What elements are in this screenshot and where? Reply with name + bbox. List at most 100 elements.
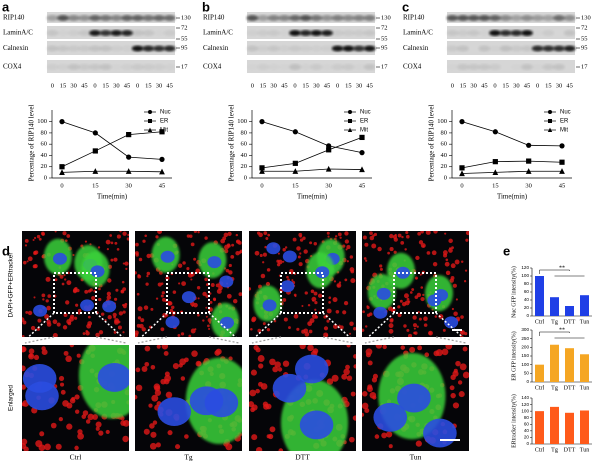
y-tick-label: 100 — [37, 118, 47, 125]
er-signal — [144, 234, 147, 238]
micrograph — [362, 231, 469, 337]
er-signal — [346, 260, 349, 263]
series-line — [61, 170, 163, 173]
er-signal — [425, 231, 431, 235]
marker — [559, 168, 565, 174]
lane-label: 15 — [102, 82, 109, 89]
er-signal — [335, 310, 340, 314]
band — [299, 30, 312, 36]
er-signal — [105, 429, 110, 435]
nucleus — [102, 300, 117, 313]
blot-row-label: RIP140 — [203, 14, 225, 22]
er-signal — [339, 236, 342, 239]
er-signal — [464, 332, 468, 336]
er-signal — [404, 248, 407, 251]
band — [131, 64, 144, 70]
er-signal — [263, 403, 270, 410]
er-signal — [66, 423, 73, 430]
band — [353, 64, 365, 70]
er-signal — [149, 423, 155, 429]
band — [121, 64, 133, 70]
band — [131, 15, 144, 21]
er-signal — [59, 382, 65, 387]
er-signal — [282, 248, 286, 252]
band — [246, 15, 259, 21]
er-signal — [372, 373, 378, 379]
er-signal — [190, 278, 193, 281]
er-signal — [413, 327, 416, 330]
er-signal — [452, 283, 457, 288]
er-signal — [257, 355, 265, 362]
column-label: DTT — [295, 453, 310, 462]
lane-label: 30 — [356, 82, 363, 89]
marker — [359, 134, 365, 141]
zoom-box — [166, 272, 210, 314]
y-tick-label: 150 — [521, 353, 529, 358]
er-signal — [451, 307, 455, 311]
band — [553, 45, 565, 52]
x-tick-label: 45 — [159, 182, 166, 189]
x-tick-label: 0 — [60, 182, 63, 189]
x-tick-label: Tun — [580, 319, 589, 325]
band — [510, 45, 523, 52]
er-signal — [150, 431, 157, 438]
er-signal — [135, 271, 137, 275]
x-tick-label: Ctrl — [535, 319, 545, 325]
er-signal — [307, 345, 314, 352]
column-label: Tg — [184, 453, 193, 462]
er-signal — [326, 308, 332, 314]
marker — [559, 159, 565, 165]
y-tick-label: 40 — [524, 297, 530, 302]
er-signal — [73, 316, 78, 320]
er-signal — [87, 315, 91, 319]
er-signal — [304, 291, 308, 295]
er-signal — [188, 334, 192, 337]
er-signal — [136, 292, 140, 296]
band — [521, 45, 533, 52]
er-signal — [339, 325, 344, 330]
er-signal — [67, 321, 72, 326]
er-signal — [298, 262, 303, 267]
bar — [580, 410, 589, 444]
er-signal — [41, 231, 45, 236]
band — [446, 64, 458, 70]
er-signal — [55, 443, 62, 450]
er-signal — [69, 397, 76, 404]
band — [478, 15, 491, 21]
x-tick-label: Tg — [551, 319, 558, 325]
nucleus — [207, 256, 222, 269]
er-signal — [444, 261, 450, 267]
channel-label: DAPI+GFP+ERtracker — [8, 252, 15, 318]
nucleus — [90, 265, 105, 278]
band — [142, 64, 155, 70]
er-signal — [64, 239, 68, 243]
er-signal — [433, 231, 438, 234]
band — [342, 45, 355, 52]
er-signal — [75, 303, 79, 307]
er-signal — [63, 274, 66, 277]
marker — [59, 164, 65, 170]
er-signal — [406, 297, 410, 301]
band — [46, 15, 59, 21]
er-signal — [161, 291, 165, 295]
band — [446, 45, 459, 52]
er-signal — [250, 369, 257, 376]
er-signal — [323, 326, 329, 331]
band — [67, 30, 80, 36]
er-signal — [400, 345, 406, 350]
er-signal — [343, 368, 350, 376]
er-signal — [435, 349, 443, 357]
x-tick-label: DTT — [564, 447, 576, 453]
y-tick-label: 60 — [41, 141, 48, 148]
x-tick-label: 30 — [525, 182, 532, 189]
blot-row-label: Calnexin — [403, 44, 429, 52]
er-signal — [169, 308, 174, 313]
band — [499, 15, 512, 21]
er-signal — [314, 308, 317, 311]
er-signal — [148, 403, 153, 408]
band — [446, 30, 459, 36]
band — [163, 45, 176, 52]
er-signal — [27, 310, 33, 316]
er-signal — [462, 346, 468, 352]
er-signal — [50, 422, 57, 429]
